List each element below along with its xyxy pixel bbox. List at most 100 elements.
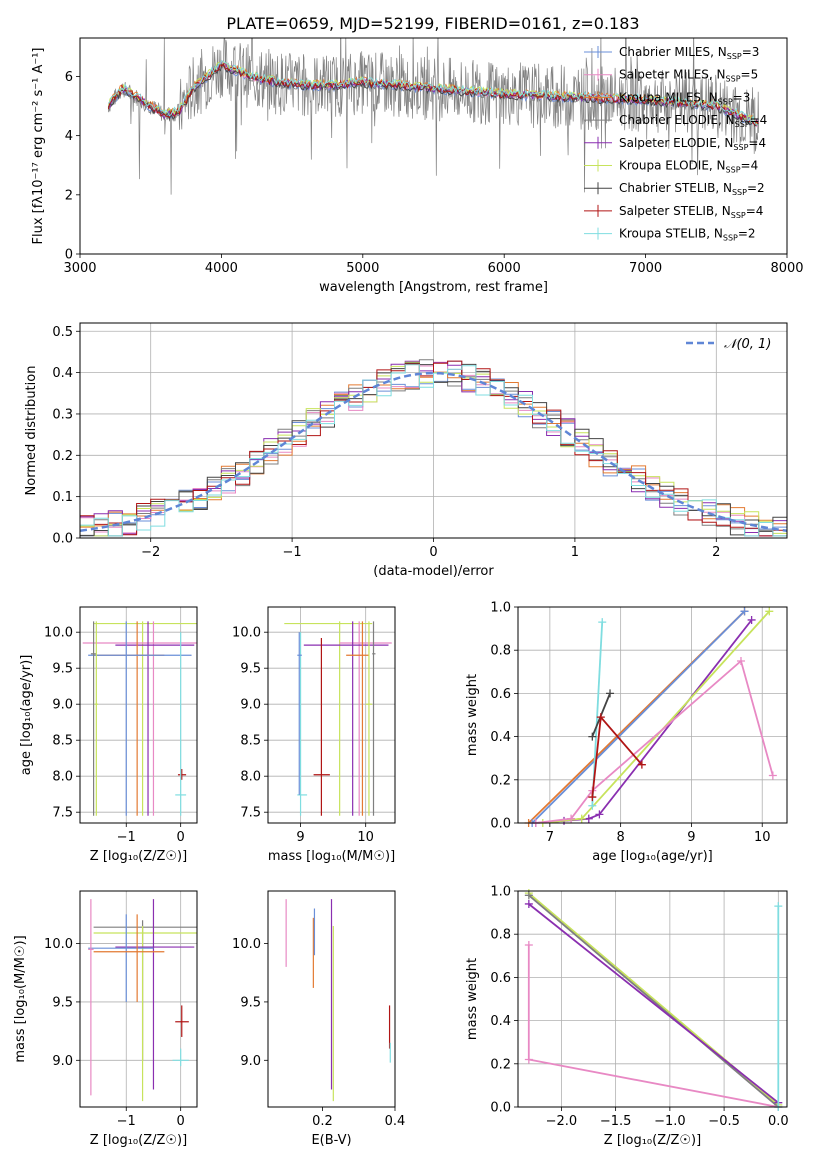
x-axis-label: (data-model)/error: [373, 564, 494, 579]
point-marker: [577, 814, 586, 823]
y-axis-label: mass [log₁₀(M/M☉)]: [13, 935, 28, 1062]
legend-entry: Kroupa MILES, NSSP=3: [619, 90, 750, 106]
y-tick-label: 0.2: [490, 1057, 511, 1072]
y-tick-label: 0.4: [490, 730, 511, 745]
x-tick-label: 4000: [205, 261, 238, 276]
axes-frame: [79, 606, 198, 824]
x-tick-label: −1: [283, 545, 302, 560]
point-marker: [524, 899, 533, 908]
point-marker: [598, 618, 607, 627]
y-tick-label: 9.5: [240, 995, 261, 1010]
y-tick-label: 0.4: [490, 1014, 511, 1029]
figure-title: PLATE=0659, MJD=52199, FIBERID=0161, z=0…: [226, 14, 639, 33]
y-tick-label: 9.5: [52, 662, 73, 677]
weight-line: [542, 610, 770, 823]
x-tick-label: 0: [429, 545, 437, 560]
y-tick-label: 4: [65, 129, 73, 144]
mass-vs-metallicity-chart: −1 0 9.0 9.5 10.0 Z [log₁₀(Z/Z☉)] mass [log₁₀(…: [13, 890, 198, 1148]
point-marker: [768, 771, 777, 780]
weight-line: [531, 610, 746, 823]
point-marker: [588, 732, 597, 741]
y-tick-label: 8.0: [240, 770, 261, 785]
y-tick-label: 0.6: [490, 687, 511, 702]
spectrum-chart: 3000 4000 5000 6000 7000 8000 0 2 4 6 wavelength […: [31, 37, 804, 295]
histogram-step-line: [80, 364, 787, 537]
x-tick-label: 0.0: [768, 1114, 789, 1129]
y-tick-label: 10.0: [232, 626, 261, 641]
y-tick-label: 0.6: [490, 971, 511, 986]
x-tick-label: −2.0: [546, 1114, 578, 1129]
legend-entry: Chabrier ELODIE, NSSP=4: [619, 113, 767, 129]
x-tick-label: 7: [546, 830, 554, 845]
y-tick-label: 9.0: [240, 698, 261, 713]
y-tick-label: 9.5: [52, 995, 73, 1010]
weight-vs-age-chart: 7 8 9 10 0.0 0.2 0.4 0.6 0.8 1.0 age [log₁₀(age/yr…: [465, 601, 788, 864]
y-tick-label: 0.1: [52, 490, 73, 505]
x-tick-label: −1: [117, 830, 136, 845]
residuals-chart: −2 −1 0 1 2 0.0 0.1 0.2 0.3 0.4 0.5 (data-model)/er…: [24, 322, 788, 579]
y-tick-label: 1.0: [490, 601, 511, 616]
point-marker: [524, 941, 533, 949]
y-tick-label: 9.0: [240, 1054, 261, 1069]
x-tick-label: 6000: [488, 261, 521, 276]
x-axis-label: Z [log₁₀(Z/Z☉)]: [604, 1133, 701, 1148]
y-axis-label: mass weight: [465, 674, 480, 756]
point-marker: [606, 689, 615, 698]
point-marker: [588, 801, 597, 810]
point-marker: [596, 713, 605, 722]
y-tick-label: 0.4: [52, 366, 73, 381]
axes-frame: [79, 890, 198, 1108]
y-tick-label: 0.0: [490, 1101, 511, 1116]
axes-frame: [79, 322, 788, 539]
legend-entry: Salpeter MILES, NSSP=5: [619, 68, 758, 84]
y-tick-label: 0.0: [52, 532, 73, 547]
x-tick-label: −0.5: [708, 1114, 740, 1129]
weight-vs-metallicity-chart: −2.0 −1.5 −1.0 −0.5 0.0 0.0 0.2 0.4 0.6 0.8 1.0 Z […: [465, 885, 789, 1149]
y-tick-label: 2: [65, 188, 73, 203]
y-tick-label: 8.5: [240, 734, 261, 749]
y-tick-label: 8.0: [52, 770, 73, 785]
y-tick-label: 7.5: [52, 806, 73, 821]
x-axis-label: Z [log₁₀(Z/Z☉)]: [90, 849, 187, 864]
weight-line: [528, 894, 779, 1107]
legend-entry: Chabrier STELIB, NSSP=2: [619, 181, 765, 197]
y-tick-label: 0.3: [52, 407, 73, 422]
y-tick-label: 9.5: [240, 662, 261, 677]
point-marker: [740, 607, 749, 616]
x-tick-label: 1: [571, 545, 579, 560]
x-tick-label: 9: [687, 830, 695, 845]
x-tick-label: −1.5: [600, 1114, 632, 1129]
legend-entry: Kroupa STELIB, NSSP=2: [619, 227, 756, 243]
axes-frame: [267, 890, 396, 1108]
axes-frame: [517, 890, 788, 1108]
x-tick-label: 8: [617, 830, 625, 845]
y-axis-label: mass weight: [465, 958, 480, 1040]
y-tick-label: 0.8: [490, 644, 511, 659]
y-tick-label: 10.0: [44, 937, 73, 952]
x-tick-label: −1: [117, 1114, 136, 1129]
y-tick-label: 10.0: [44, 626, 73, 641]
point-marker: [584, 814, 593, 823]
x-axis-label: Z [log₁₀(Z/Z☉)]: [90, 1133, 187, 1148]
x-axis-label: wavelength [Angstrom, rest frame]: [319, 280, 548, 295]
point-marker: [747, 615, 756, 624]
legend-entry: Chabrier MILES, NSSP=3: [619, 45, 759, 61]
point-marker: [567, 814, 576, 823]
x-tick-label: −2: [141, 545, 160, 560]
y-tick-label: 0.2: [52, 449, 73, 464]
y-tick-label: 0.5: [52, 325, 73, 340]
y-tick-label: 8.5: [52, 734, 73, 749]
axes-frame: [517, 606, 788, 824]
histogram-step-line: [80, 360, 787, 537]
weight-line: [527, 945, 779, 1107]
x-tick-label: 9: [296, 830, 304, 845]
x-tick-label: 8000: [770, 261, 803, 276]
x-axis-label: age [log₁₀(age/yr)]: [592, 849, 713, 864]
mass-vs-ebv-chart: 0.2 0.4 9.0 9.5 10.0 E(B-V): [232, 890, 405, 1148]
y-axis-label: Normed distribution: [24, 366, 39, 496]
point-marker: [765, 607, 774, 616]
point-marker: [588, 793, 597, 802]
y-tick-label: 1.0: [490, 885, 511, 900]
y-tick-label: 0: [65, 248, 73, 263]
